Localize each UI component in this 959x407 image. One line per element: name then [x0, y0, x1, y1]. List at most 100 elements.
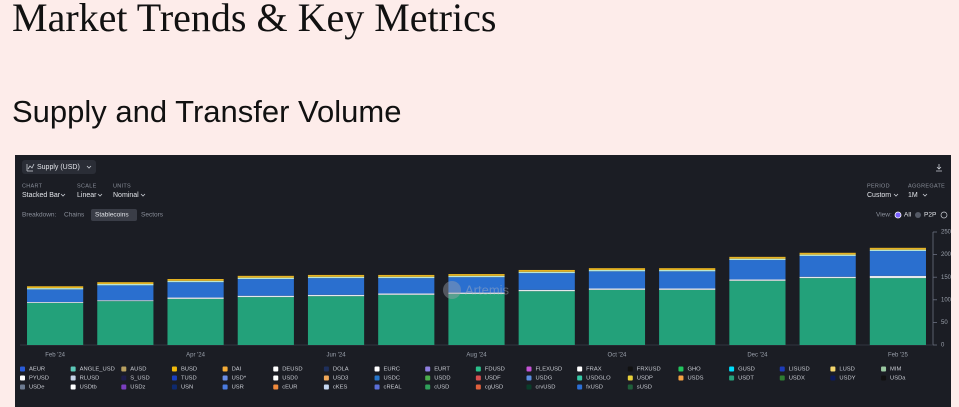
bar-segment: [729, 260, 786, 280]
bar-segment: [307, 278, 365, 295]
legend-label: EURT: [434, 367, 450, 373]
bar-segment: [869, 249, 926, 251]
legend-label: cREAL: [384, 385, 403, 391]
legend-label: USDS: [687, 376, 703, 382]
legend-swatch: [627, 384, 633, 390]
legend-label: GUSD: [738, 367, 755, 373]
legend-swatch: [678, 366, 684, 372]
view-option[interactable]: All: [904, 212, 912, 219]
bar-segment: [448, 277, 505, 293]
control-label: UNITS: [113, 183, 131, 189]
view-option[interactable]: P2P: [924, 212, 936, 219]
metric-dropdown[interactable]: [22, 160, 96, 174]
legend-label: USD*: [232, 376, 247, 382]
x-tick-label: Apr '24: [186, 353, 205, 359]
legend-label: RLUSD: [80, 376, 100, 382]
bar-segment: [27, 289, 84, 303]
aggregate-select[interactable]: 1M: [908, 192, 918, 199]
bar-segment: [378, 278, 435, 294]
legend-label: TUSD: [181, 376, 197, 382]
y-tick-label: 100: [941, 297, 952, 303]
view-label: View:: [876, 212, 892, 219]
x-tick-label: Aug '24: [466, 353, 487, 359]
legend-label: USDtb: [80, 385, 97, 391]
x-tick-label: Oct '24: [608, 353, 627, 359]
legend-label: USDD: [434, 376, 450, 382]
legend-label: S_USD: [130, 376, 149, 382]
legend-label: FDUSD: [485, 367, 505, 373]
legend-swatch: [881, 366, 887, 372]
y-tick-label: 150: [941, 275, 952, 281]
breakdown-option[interactable]: Stablecoins: [95, 212, 129, 219]
legend-swatch: [526, 375, 532, 381]
info-icon[interactable]: [940, 211, 948, 219]
bar-segment: [588, 268, 646, 270]
bar-segment: [237, 277, 294, 280]
legend-swatch: [779, 366, 785, 372]
legend-swatch: [526, 384, 532, 390]
bar-segment: [27, 302, 84, 345]
bar-segment: [167, 297, 224, 299]
legend: AEUR ANGLE_USD AUSD BUSD DAI DEUSD DOLA EURC EUR…: [20, 366, 906, 391]
bar-segment: [97, 283, 154, 286]
control-label: CHART: [22, 183, 43, 189]
bar-segment: [237, 297, 294, 345]
legend-label: LISUSD: [789, 367, 810, 373]
radio[interactable]: [915, 212, 921, 218]
breakdown-active-bg: [91, 209, 137, 221]
x-tick-label: Jun '24: [326, 353, 346, 359]
bar-segment: [799, 252, 856, 255]
bar-segment: [237, 279, 294, 296]
legend-swatch: [20, 366, 25, 372]
legend-label: PYUSD: [29, 376, 49, 382]
units-select[interactable]: Nominal: [113, 192, 139, 199]
legend-swatch: [425, 366, 431, 372]
legend-label: cgUSD: [485, 385, 503, 391]
legend-swatch: [577, 375, 583, 381]
bar-segment: [659, 269, 716, 272]
bar-segment: [518, 271, 575, 274]
legend-label: USDP: [637, 376, 653, 382]
bar-segment: [27, 286, 84, 289]
legend-label: EURC: [384, 367, 400, 373]
bar-segment: [307, 274, 365, 277]
legend-swatch: [577, 366, 583, 372]
legend-swatch: [475, 375, 481, 381]
period-select[interactable]: Custom: [867, 192, 891, 199]
bar-segment: [167, 298, 224, 345]
x-tick-label: Dec '24: [747, 353, 768, 359]
chart-type-select[interactable]: Stacked Bar: [22, 192, 61, 199]
download-icon[interactable]: [936, 164, 942, 172]
legend-swatch: [475, 384, 481, 390]
legend-label: cUSD: [434, 385, 449, 391]
legend-label: USDF: [485, 376, 501, 382]
bar-segment: [869, 278, 926, 345]
legend-label: USDG: [536, 376, 553, 382]
y-tick-label: 250: [941, 230, 952, 236]
legend-swatch: [830, 375, 836, 381]
breakdown-option[interactable]: Sectors: [141, 212, 164, 219]
legend-label: FRXUSD: [637, 367, 661, 373]
breakdown-option[interactable]: Chains: [64, 212, 85, 219]
radio-selected[interactable]: [894, 211, 902, 219]
dropdown-chevron: [60, 193, 66, 197]
bar-segment: [588, 269, 646, 272]
legend-label: FRAX: [586, 367, 602, 373]
legend-swatch: [577, 384, 583, 390]
legend-swatch: [70, 375, 76, 381]
legend-swatch: [627, 375, 633, 381]
legend-label: sUSD: [637, 385, 652, 391]
legend-swatch: [171, 375, 177, 381]
bar-segment: [659, 288, 716, 290]
legend-label: USDX: [789, 376, 805, 382]
y-tick-label: 0: [941, 343, 945, 349]
legend-label: USD0: [282, 376, 297, 382]
bar-segment: [97, 301, 154, 345]
bar-segment: [518, 289, 575, 292]
legend-swatch: [70, 384, 76, 390]
bar-segment: [588, 288, 646, 290]
section-title: Supply and Transfer Volume: [12, 94, 401, 129]
scale-select[interactable]: Linear: [77, 192, 97, 199]
